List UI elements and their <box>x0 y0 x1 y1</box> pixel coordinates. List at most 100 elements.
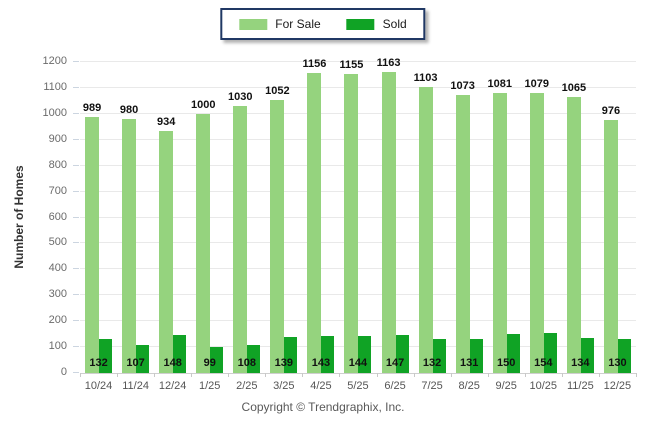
sold-value-label: 148 <box>163 357 182 369</box>
sold-bar <box>469 339 483 373</box>
sold-value-label: 143 <box>311 357 331 369</box>
for-sale-bar <box>307 73 322 373</box>
x-tick-label: 7/25 <box>421 380 443 392</box>
bar-group: 1073 131 8/25 <box>450 62 488 392</box>
bar-group: 934 148 12/24 <box>154 62 191 392</box>
sold-value-label: 99 <box>203 357 216 369</box>
sold-bar <box>321 335 335 373</box>
bar-group: 1065 134 11/25 <box>561 62 599 392</box>
y-tick-mark <box>73 320 79 322</box>
bar-groups: 989 132 10/24 980 107 11/24 934 148 12/24 1000 99 1… <box>80 57 636 392</box>
bar-group: 1052 139 3/25 <box>265 62 302 392</box>
legend-item: For Sale <box>239 17 321 31</box>
y-tick-mark <box>73 61 79 62</box>
x-tick-mark <box>376 373 378 377</box>
y-tick-label: 300 <box>48 288 67 301</box>
sold-value-label: 150 <box>497 357 516 369</box>
legend-swatch <box>239 18 268 30</box>
sold-value-label: 131 <box>459 357 479 369</box>
for-sale-value-label: 1103 <box>413 72 438 85</box>
sold-value-label: 134 <box>571 357 590 369</box>
x-tick-mark <box>561 373 563 377</box>
sold-value-label: 154 <box>534 357 553 369</box>
for-sale-value-label: 1079 <box>524 78 550 91</box>
sold-value-label: 144 <box>348 357 368 369</box>
for-sale-bar <box>233 106 248 373</box>
bar-group: 989 132 10/24 <box>80 62 117 392</box>
legend-label: For Sale <box>275 17 321 31</box>
x-tick-label: 5/25 <box>347 380 369 392</box>
y-tick-label: 0 <box>60 366 67 378</box>
x-tick-mark <box>302 373 304 377</box>
y-tick-mark <box>73 242 79 244</box>
y-tick-label: 1000 <box>42 106 67 119</box>
y-tick-label: 900 <box>48 132 67 145</box>
bar-group: 980 107 11/24 <box>117 62 154 392</box>
sold-value-label: 132 <box>422 357 442 369</box>
y-tick-mark <box>73 138 79 140</box>
sold-value-label: 107 <box>126 357 145 369</box>
for-sale-bar <box>270 100 285 373</box>
legend-swatch <box>346 18 375 30</box>
for-sale-value-label: 934 <box>156 115 176 128</box>
y-tick-label: 1200 <box>42 55 67 67</box>
x-tick-label: 9/25 <box>495 380 517 392</box>
for-sale-bar <box>85 116 100 373</box>
bar-group: 1156 143 4/25 <box>302 58 339 392</box>
for-sale-bar <box>418 87 433 373</box>
y-tick-label: 600 <box>48 210 67 223</box>
x-tick-mark <box>339 373 341 377</box>
x-tick-label: 12/24 <box>158 380 187 392</box>
legend-label: Sold <box>382 17 407 31</box>
bar-group: 976 130 12/25 <box>599 62 636 392</box>
bar-group: 1155 144 5/25 <box>339 58 376 392</box>
sold-value-label: 132 <box>89 357 108 369</box>
for-sale-bar <box>566 97 581 373</box>
for-sale-value-label: 1156 <box>302 58 327 71</box>
sold-value-label: 108 <box>237 357 256 369</box>
y-tick-mark <box>73 372 79 373</box>
y-tick-mark <box>73 294 79 296</box>
sold-bar <box>99 338 113 373</box>
sold-bar <box>432 338 446 373</box>
for-sale-bar <box>381 71 396 373</box>
x-tick-mark <box>636 373 637 377</box>
y-tick-label: 500 <box>48 236 67 249</box>
y-tick-label: 1100 <box>43 80 67 93</box>
for-sale-value-label: 1155 <box>339 58 364 71</box>
for-sale-value-label: 976 <box>601 105 621 118</box>
legend: For Sale Sold <box>220 8 426 40</box>
y-tick-mark <box>73 268 79 270</box>
x-tick-label: 12/25 <box>603 380 632 392</box>
x-tick-label: 10/24 <box>84 380 113 392</box>
y-tick-mark <box>73 86 79 88</box>
y-tick-label: 700 <box>48 184 67 197</box>
sold-bar <box>136 345 150 373</box>
for-sale-value-label: 1073 <box>450 79 475 92</box>
y-axis: 0 100 200 300 400 500 600 700 800 900 1000 1100 1200 <box>0 55 80 378</box>
for-sale-bar <box>603 120 618 373</box>
sold-bar <box>173 334 187 373</box>
x-tick-label: 6/25 <box>384 380 406 392</box>
y-tick-label: 400 <box>48 262 67 275</box>
y-tick-mark <box>73 164 79 166</box>
plot-area: 989 132 10/24 980 107 11/24 934 148 12/24 1000 99 1… <box>80 57 637 392</box>
x-tick-mark <box>80 373 81 377</box>
for-sale-value-label: 1052 <box>265 85 290 98</box>
for-sale-value-label: 980 <box>119 104 139 117</box>
x-tick-label: 4/25 <box>310 380 332 392</box>
y-tick-label: 200 <box>48 314 67 327</box>
bar-group: 1000 99 1/25 <box>191 62 228 392</box>
for-sale-value-label: 1065 <box>561 82 587 94</box>
x-tick-mark <box>598 373 600 377</box>
for-sale-bar <box>344 73 359 373</box>
x-tick-mark <box>191 373 193 377</box>
bar-group: 1079 154 10/25 <box>524 62 562 392</box>
for-sale-value-label: 1081 <box>487 77 512 90</box>
sold-bar <box>617 339 631 373</box>
sold-value-label: 130 <box>608 357 627 369</box>
sold-value-label: 139 <box>274 357 294 369</box>
x-tick-label: 10/25 <box>529 380 558 392</box>
sold-bar <box>580 338 594 373</box>
copyright-text: Copyright © Trendgraphix, Inc. <box>241 400 405 414</box>
